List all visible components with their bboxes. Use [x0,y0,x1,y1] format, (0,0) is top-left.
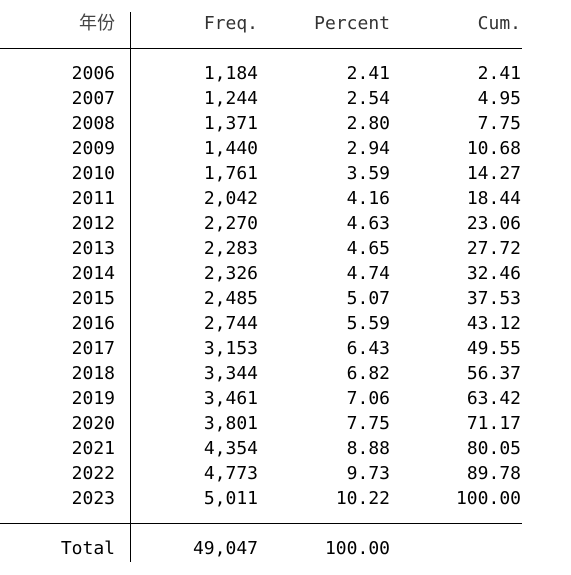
cell-freq: 2,270 [203,213,258,234]
header-percent: Percent [314,13,390,34]
cell-freq: 2,485 [203,288,258,309]
cell-percent: 2.54 [346,88,390,109]
cell-year: 2021 [71,438,115,459]
cell-percent: 2.80 [346,113,390,134]
cell-cum: 56.37 [466,363,521,384]
total-label: Total [60,538,115,559]
cell-percent: 4.74 [346,263,390,284]
total-separator-line [0,523,522,524]
cell-freq: 2,744 [203,313,258,334]
total-freq: 49,047 [192,538,258,559]
cell-percent: 4.16 [346,188,390,209]
cell-year: 2010 [71,163,115,184]
cell-cum: 18.44 [466,188,521,209]
cell-year: 2015 [71,288,115,309]
cell-freq: 4,354 [203,438,258,459]
cell-cum: 10.68 [466,138,521,159]
cell-percent: 8.88 [346,438,390,459]
cell-freq: 3,153 [203,338,258,359]
cell-year: 2013 [71,238,115,259]
cell-cum: 2.41 [477,63,521,84]
cell-percent: 5.59 [346,313,390,334]
cell-cum: 43.12 [466,313,521,334]
cell-cum: 49.55 [466,338,521,359]
total-percent: 100.00 [324,538,390,559]
header-year: 年份 [79,13,115,34]
cell-percent: 7.75 [346,413,390,434]
cell-freq: 2,283 [203,238,258,259]
cell-cum: 23.06 [466,213,521,234]
cell-freq: 3,801 [203,413,258,434]
cell-cum: 100.00 [455,488,521,509]
cell-year: 2014 [71,263,115,284]
cell-freq: 2,042 [203,188,258,209]
cell-cum: 63.42 [466,388,521,409]
cell-cum: 14.27 [466,163,521,184]
cell-cum: 89.78 [466,463,521,484]
cell-cum: 32.46 [466,263,521,284]
cell-year: 2011 [71,188,115,209]
cell-year: 2007 [71,88,115,109]
cell-cum: 37.53 [466,288,521,309]
cell-year: 2020 [71,413,115,434]
cell-freq: 1,184 [203,63,258,84]
header-freq: Freq. [203,13,258,34]
header-cum: Cum. [477,13,521,34]
cell-freq: 5,011 [203,488,258,509]
cell-year: 2022 [71,463,115,484]
cell-freq: 1,761 [203,163,258,184]
cell-percent: 5.07 [346,288,390,309]
cell-cum: 27.72 [466,238,521,259]
cell-freq: 1,371 [203,113,258,134]
cell-percent: 6.82 [346,363,390,384]
column-separator-line [130,12,131,562]
cell-year: 2009 [71,138,115,159]
cell-percent: 9.73 [346,463,390,484]
cell-year: 2012 [71,213,115,234]
cell-percent: 4.65 [346,238,390,259]
cell-percent: 2.41 [346,63,390,84]
cell-cum: 4.95 [477,88,521,109]
cell-cum: 7.75 [477,113,521,134]
cell-percent: 4.63 [346,213,390,234]
header-separator-line [0,48,522,49]
cell-freq: 1,244 [203,88,258,109]
cell-freq: 2,326 [203,263,258,284]
cell-percent: 2.94 [346,138,390,159]
cell-freq: 3,344 [203,363,258,384]
cell-freq: 4,773 [203,463,258,484]
cell-percent: 7.06 [346,388,390,409]
cell-freq: 1,440 [203,138,258,159]
cell-percent: 3.59 [346,163,390,184]
cell-year: 2016 [71,313,115,334]
cell-year: 2023 [71,488,115,509]
cell-year: 2017 [71,338,115,359]
cell-percent: 6.43 [346,338,390,359]
cell-cum: 80.05 [466,438,521,459]
cell-year: 2008 [71,113,115,134]
cell-year: 2019 [71,388,115,409]
cell-freq: 3,461 [203,388,258,409]
cell-cum: 71.17 [466,413,521,434]
cell-year: 2018 [71,363,115,384]
cell-year: 2006 [71,63,115,84]
cell-percent: 10.22 [335,488,390,509]
